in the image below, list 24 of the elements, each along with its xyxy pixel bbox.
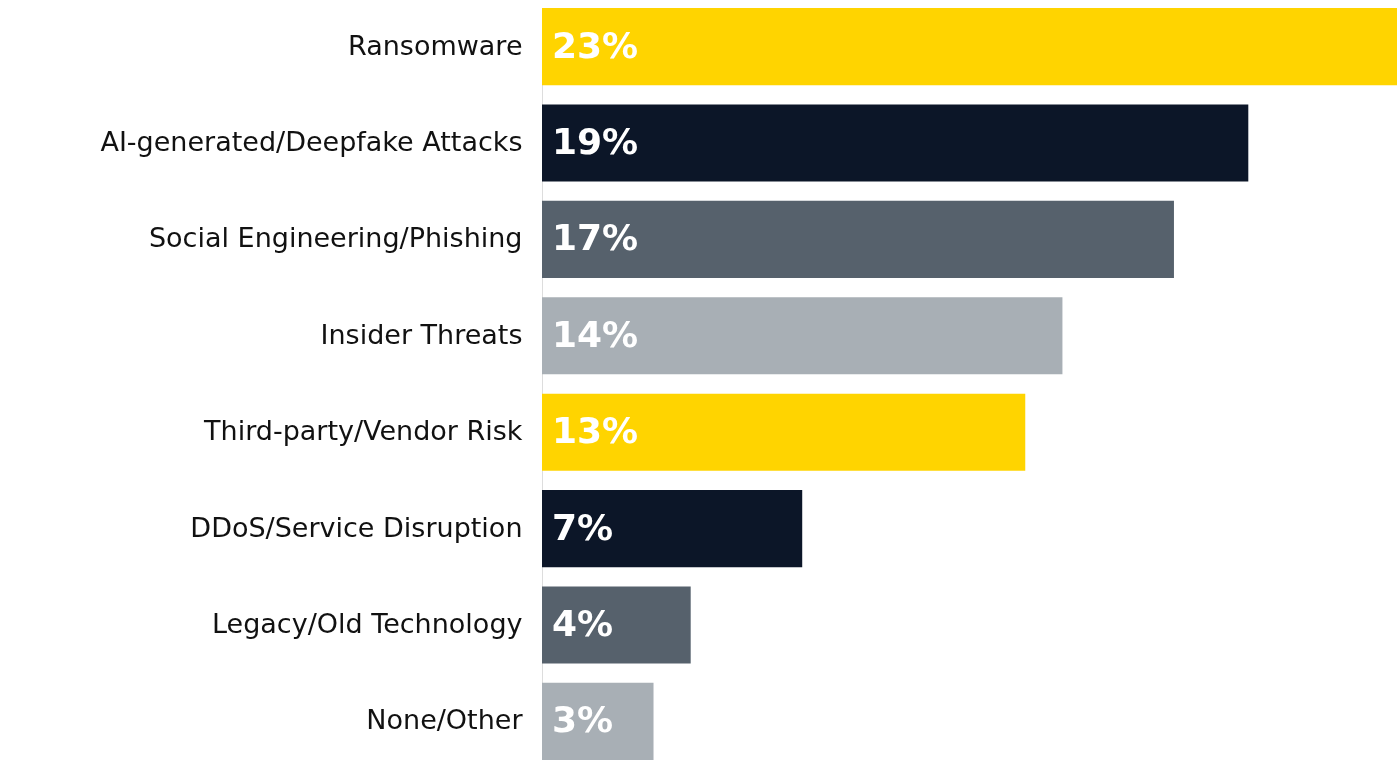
y-tick-label: AI-generated/Deepfake Attacks: [100, 125, 523, 157]
y-tick-label: Third-party/Vendor Risk: [203, 415, 523, 447]
data-label: 4%: [552, 603, 614, 645]
data-label: 17%: [552, 217, 639, 259]
data-label: 7%: [552, 506, 614, 548]
data-label: 3%: [552, 699, 614, 741]
y-tick-label: Social Engineering/Phishing: [148, 222, 523, 254]
bar: [542, 393, 1026, 471]
bar: [542, 490, 803, 568]
y-tick-label: DDoS/Service Disruption: [190, 511, 523, 543]
data-label: 13%: [552, 410, 639, 452]
data-label: 19%: [552, 120, 639, 162]
y-tick-label: Ransomware: [348, 29, 523, 61]
data-label: 23%: [552, 24, 639, 66]
y-tick-label: Legacy/Old Technology: [212, 608, 523, 640]
bar: [542, 297, 1063, 375]
bar: [542, 586, 691, 664]
y-tick-label: Insider Threats: [320, 318, 523, 350]
bar: [542, 200, 1174, 278]
data-label: 14%: [552, 313, 639, 355]
bar: [542, 682, 654, 760]
y-tick-label: None/Other: [366, 704, 524, 736]
bar: [542, 8, 1397, 86]
bar: [542, 104, 1249, 182]
